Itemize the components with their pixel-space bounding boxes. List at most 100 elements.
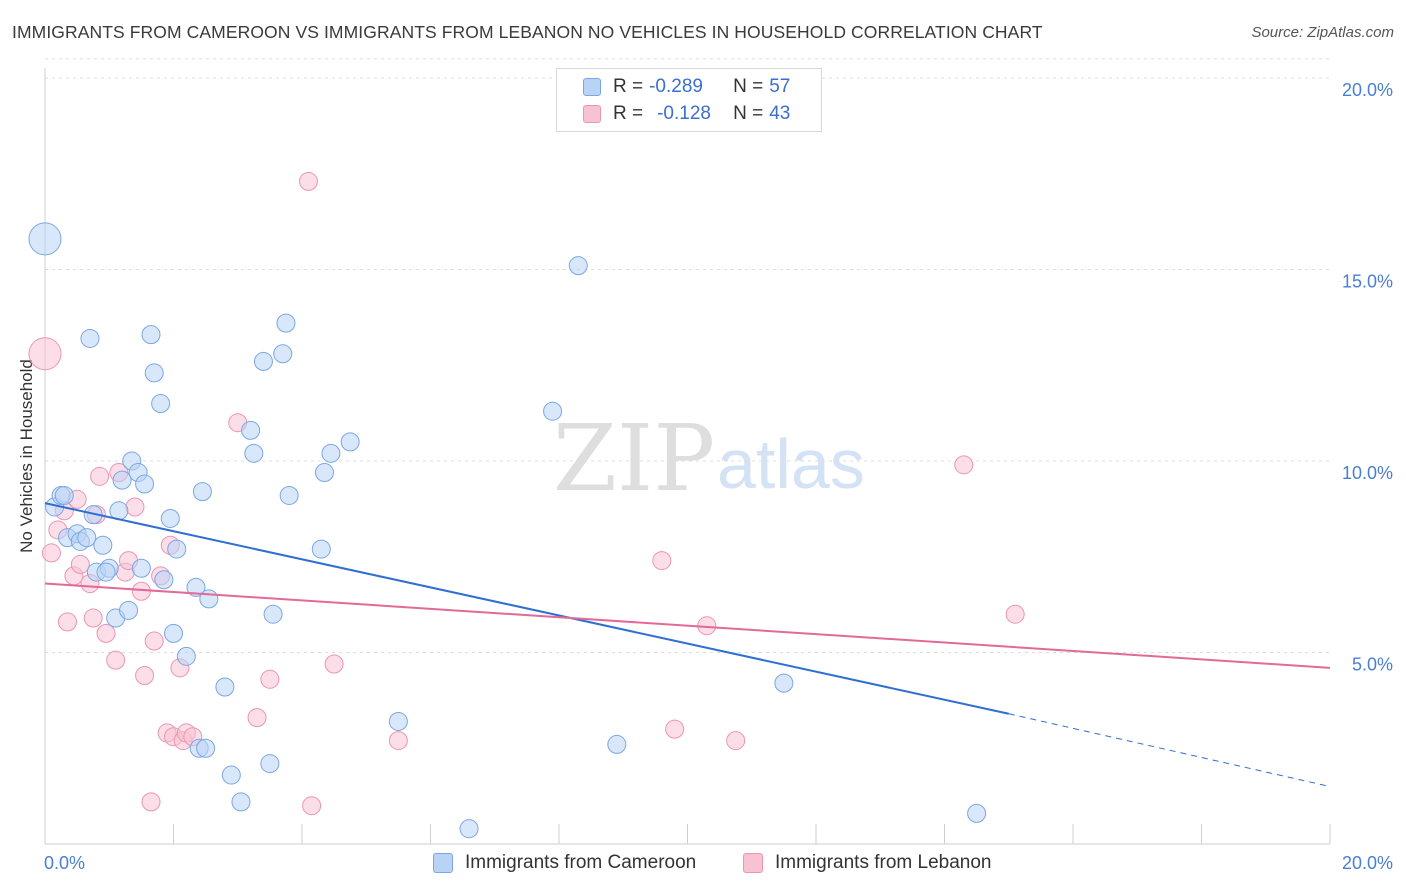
cameroon-point	[77, 528, 97, 548]
cameroon-points	[28, 222, 987, 839]
lebanon-point	[41, 543, 61, 563]
chart-title: IMMIGRANTS FROM CAMEROON VS IMMIGRANTS F…	[12, 22, 1043, 42]
lebanon-point	[247, 708, 267, 728]
r-label: R =	[613, 76, 644, 97]
lebanon-point	[144, 631, 164, 651]
source-label: Source: ZipAtlas.com	[1251, 24, 1394, 41]
series-legend: Immigrants from Cameroon Immigrants from…	[0, 852, 1406, 878]
lebanon-point	[302, 796, 322, 816]
lebanon-point	[665, 719, 685, 739]
cameroon-point	[151, 394, 171, 414]
lebanon-n-value: 43	[769, 103, 791, 124]
cameroon-point	[607, 734, 627, 754]
cameroon-point	[260, 754, 280, 774]
lebanon-legend-label: Immigrants from Lebanon	[775, 852, 992, 873]
y-tick-label: 5.0%	[1352, 655, 1393, 675]
cameroon-point	[135, 474, 155, 494]
lebanon-point	[298, 171, 318, 191]
cameroon-point	[340, 432, 360, 452]
cameroon-point	[192, 482, 212, 502]
n-label: N =	[733, 76, 764, 97]
lebanon-point	[141, 792, 161, 812]
cameroon-point	[93, 535, 113, 555]
lebanon-point	[135, 665, 155, 685]
y-tick-label: 20.0%	[1342, 80, 1393, 100]
cameroon-point	[543, 401, 563, 421]
lebanon-r-value: -0.128	[657, 103, 711, 124]
lebanon-point	[726, 731, 746, 751]
cameroon-point	[119, 600, 139, 620]
lebanon-point	[954, 455, 974, 475]
cameroon-point	[160, 508, 180, 528]
lebanon-point	[28, 337, 62, 371]
legend-row-lebanon: R = -0.128 N = 43	[583, 102, 790, 126]
cameroon-point	[221, 765, 241, 785]
cameroon-point	[231, 792, 251, 812]
cameroon-point	[241, 420, 261, 440]
lebanon-point	[90, 466, 110, 486]
lebanon-legend-swatch	[743, 853, 763, 873]
y-tick-label: 15.0%	[1342, 272, 1393, 292]
cameroon-point	[199, 589, 219, 609]
cameroon-point	[273, 344, 293, 364]
lebanon-point	[125, 497, 145, 517]
lebanon-point	[1005, 604, 1025, 624]
cameroon-point	[186, 577, 206, 597]
cameroon-trend-extension	[1008, 713, 1331, 788]
cameroon-point	[215, 677, 235, 697]
cameroon-point	[568, 256, 588, 276]
cameroon-point	[96, 562, 116, 582]
cameroon-r-value: -0.289	[649, 76, 703, 97]
cameroon-point	[276, 313, 296, 333]
cameroon-point	[263, 604, 283, 624]
lebanon-trend-line	[44, 582, 1331, 669]
cameroon-point	[967, 803, 987, 823]
legend-item-lebanon[interactable]: Immigrants from Lebanon	[743, 852, 992, 874]
lebanon-point	[57, 612, 77, 632]
lebanon-point	[83, 608, 103, 628]
cameroon-point	[131, 558, 151, 578]
n-label: N =	[733, 103, 764, 124]
cameroon-legend-swatch	[433, 853, 453, 873]
cameroon-point	[279, 485, 299, 505]
cameroon-point	[167, 539, 187, 559]
cameroon-point	[388, 711, 408, 731]
x-tick-label: 20.0%	[1342, 853, 1393, 873]
cameroon-point	[459, 819, 479, 839]
lebanon-point	[260, 669, 280, 689]
lebanon-points	[28, 171, 1025, 816]
tick-labels: 5.0% 10.0% 15.0% 20.0% 0.0% 20.0%	[44, 80, 1393, 873]
y-tick-label: 10.0%	[1342, 463, 1393, 483]
gridlines	[45, 58, 1330, 653]
watermark-atlas: atlas	[717, 425, 865, 503]
cameroon-point	[314, 462, 334, 482]
lebanon-swatch	[583, 105, 601, 123]
correlation-legend: R = -0.289 N = 57 R = -0.128 N = 43	[556, 68, 822, 132]
legend-row-cameroon: R = -0.289 N = 57	[583, 75, 790, 99]
legend-item-cameroon[interactable]: Immigrants from Cameroon	[433, 852, 696, 874]
cameroon-n-value: 57	[769, 76, 791, 97]
trend-lines	[44, 502, 1331, 788]
cameroon-point	[80, 328, 100, 348]
cameroon-point	[141, 325, 161, 345]
cameroon-point	[154, 570, 174, 590]
lebanon-point	[652, 551, 672, 571]
cameroon-point	[321, 443, 341, 463]
cameroon-trend-line	[44, 502, 1009, 715]
lebanon-point	[388, 731, 408, 751]
r-label: R =	[613, 103, 644, 124]
cameroon-point	[311, 539, 331, 559]
x-tick-label: 0.0%	[44, 853, 85, 873]
cameroon-point	[176, 646, 196, 666]
cameroon-point	[54, 485, 74, 505]
cameroon-point	[196, 738, 216, 758]
cameroon-point	[28, 222, 62, 256]
cameroon-point	[253, 351, 273, 371]
lebanon-point	[70, 554, 90, 574]
cameroon-swatch	[583, 78, 601, 96]
cameroon-legend-label: Immigrants from Cameroon	[465, 852, 697, 873]
lebanon-point	[324, 654, 344, 674]
watermark-zip: ZIP	[553, 405, 715, 512]
axes	[44, 68, 1331, 845]
